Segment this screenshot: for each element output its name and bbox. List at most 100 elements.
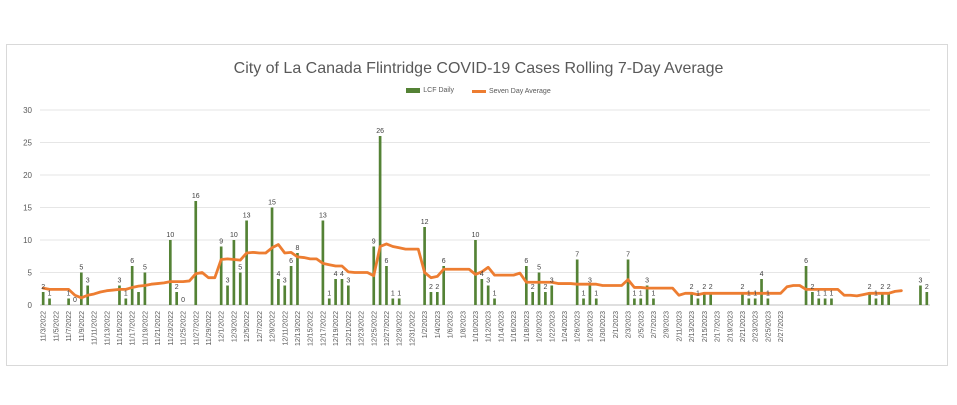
bar-data-label: 2 (709, 284, 713, 291)
x-tick-label: 12/15/2022 (308, 311, 315, 346)
bar-data-label: 3 (346, 278, 350, 285)
x-tick-label: 12/29/2022 (397, 311, 404, 346)
bar-daily (378, 136, 382, 305)
x-tick-label: 11/3/2022 (41, 311, 48, 342)
bar-daily (747, 298, 751, 305)
x-tick-label: 2/27/2023 (778, 311, 785, 342)
bar-daily (289, 266, 293, 305)
bar-data-label: 0 (181, 297, 185, 304)
bar-data-label: 5 (238, 265, 242, 272)
bar-data-label: 1 (652, 291, 656, 298)
bar-data-label: 2 (531, 284, 535, 291)
bar-data-label: 10 (472, 232, 480, 239)
x-tick-label: 12/11/2022 (282, 311, 289, 346)
bar-data-label: 26 (376, 128, 384, 135)
bar-data-label: 2 (41, 284, 45, 291)
x-tick-label: 1/24/2023 (562, 311, 569, 342)
bar-data-label: 1 (594, 291, 598, 298)
bar-daily (397, 298, 401, 305)
bar-daily (741, 292, 744, 305)
bar-daily (633, 298, 636, 305)
bar-data-label: 1 (639, 291, 643, 298)
bar-data-label: 6 (804, 258, 808, 265)
bar-data-label: 16 (192, 193, 200, 200)
bar-data-label: 9 (372, 239, 376, 246)
bar-daily (524, 266, 528, 305)
y-tick-label: 20 (23, 171, 32, 180)
bar-data-label: 2 (543, 284, 547, 291)
x-tick-label: 2/5/2023 (638, 311, 645, 338)
y-tick-label: 0 (28, 301, 33, 310)
bar-data-label: 4 (276, 271, 280, 278)
x-tick-label: 11/27/2022 (193, 311, 200, 346)
bar-data-label: 2 (925, 284, 929, 291)
x-tick-label: 11/15/2022 (117, 311, 124, 346)
x-tick-label: 2/21/2023 (740, 311, 747, 342)
bar-daily (296, 253, 299, 305)
x-tick-label: 12/13/2022 (295, 311, 302, 346)
bar-daily (143, 272, 147, 305)
x-tick-label: 1/2/2023 (422, 311, 429, 338)
bar-data-label: 1 (817, 291, 821, 298)
x-tick-label: 2/11/2023 (676, 311, 683, 342)
bar-data-label: 7 (626, 252, 630, 259)
bar-daily (486, 285, 490, 305)
x-tick-label: 1/10/2023 (473, 311, 480, 342)
bar-data-label: 5 (537, 265, 541, 272)
bar-daily (887, 292, 891, 305)
bar-daily (575, 259, 579, 305)
bar-daily (925, 292, 929, 305)
x-tick-label: 12/23/2022 (359, 311, 366, 346)
x-tick-label: 1/4/2023 (435, 311, 442, 338)
bar-daily (594, 298, 598, 305)
bar-data-label: 5 (79, 265, 83, 272)
bar-daily (168, 240, 172, 305)
bar-data-label: 6 (524, 258, 528, 265)
bar-data-label: 2 (175, 284, 179, 291)
legend-item-average: Seven Day Average (471, 88, 551, 95)
bar-data-label: 2 (702, 284, 706, 291)
bar-daily (327, 298, 331, 305)
x-tick-label: 2/23/2023 (753, 311, 760, 342)
y-tick-label: 10 (23, 236, 32, 245)
bar-daily (753, 298, 757, 305)
bar-daily (804, 266, 808, 305)
bar-data-label: 1 (327, 291, 331, 298)
bar-daily (874, 298, 878, 305)
bar-data-label: 6 (130, 258, 134, 265)
bar-data-label: 1 (823, 291, 827, 298)
bar-daily (283, 285, 287, 305)
bar-data-label: 2 (690, 284, 694, 291)
bar-daily (823, 298, 827, 305)
bar-daily (137, 292, 140, 305)
bar-daily (480, 279, 484, 305)
bar-daily (830, 298, 833, 305)
bar-data-label: 2 (868, 284, 872, 291)
y-tick-label: 5 (28, 269, 33, 278)
bar-daily (226, 285, 229, 305)
bar-data-label: 9 (219, 239, 223, 246)
bar-daily (175, 292, 179, 305)
x-tick-label: 12/5/2022 (244, 311, 251, 342)
chart-title: City of La Canada Flintridge COVID-19 Ca… (233, 60, 724, 77)
bar-daily (340, 279, 344, 305)
legend-label-average: Seven Day Average (488, 88, 551, 95)
bar-data-label: 3 (226, 278, 230, 285)
x-tick-label: 12/21/2022 (346, 311, 353, 346)
bar-data-label: 1 (766, 291, 770, 298)
bar-daily (270, 207, 274, 305)
bar-data-label: 3 (118, 278, 122, 285)
bar-daily (817, 298, 821, 305)
legend-item-daily: LCF Daily (406, 87, 454, 94)
bar-daily (118, 285, 121, 305)
bar-data-label: 6 (385, 258, 389, 265)
bar-daily (690, 292, 693, 305)
x-tick-label: 1/30/2023 (600, 311, 607, 342)
x-tick-label: 11/13/2022 (104, 311, 111, 346)
bar-data-label: 1 (696, 291, 700, 298)
x-tick-label: 1/22/2023 (549, 311, 556, 342)
bar-daily (232, 240, 236, 305)
x-tick-label: 12/17/2022 (320, 311, 327, 346)
x-tick-label: 1/6/2023 (448, 311, 455, 338)
